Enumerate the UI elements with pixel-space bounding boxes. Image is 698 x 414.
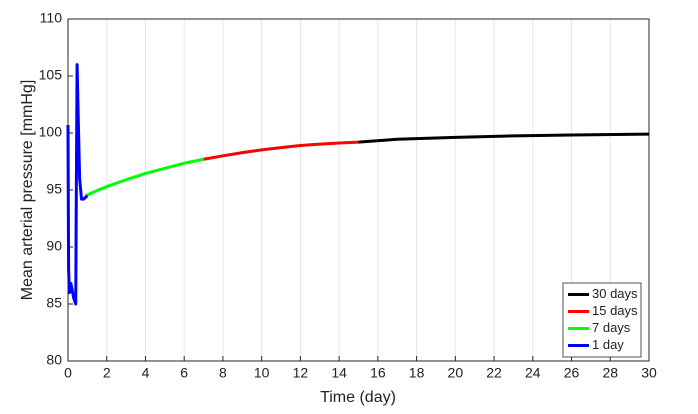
legend-label: 15 days <box>592 303 638 318</box>
y-tick-label: 110 <box>40 10 63 26</box>
x-tick-label: 18 <box>409 365 425 381</box>
x-axis-label: Time (day) <box>320 389 396 406</box>
x-tick-label: 14 <box>331 365 347 381</box>
x-tick-label: 28 <box>602 365 618 381</box>
y-axis-label: Mean arterial pressure [mmHg] <box>19 80 36 301</box>
x-tick-label: 8 <box>219 365 227 381</box>
x-tick-label: 16 <box>370 365 386 381</box>
x-tick-label: 6 <box>180 365 188 381</box>
y-tick-label: 80 <box>46 352 62 368</box>
x-tick-label: 24 <box>525 365 541 381</box>
plot-frame <box>67 18 650 362</box>
y-tick-label: 85 <box>46 295 62 311</box>
x-tick-label: 20 <box>448 365 464 381</box>
x-tick-label: 22 <box>486 365 502 381</box>
line-series <box>358 132 650 144</box>
legend-label: 30 days <box>592 286 638 301</box>
x-tick-label: 4 <box>142 365 150 381</box>
line-series <box>203 140 359 161</box>
y-tick-label: 100 <box>39 124 63 140</box>
x-tick-label: 12 <box>293 365 309 381</box>
y-tick-label: 105 <box>39 67 63 83</box>
y-tick-label: 95 <box>46 181 62 197</box>
y-tick-label: 90 <box>46 238 62 254</box>
x-tick-label: 26 <box>564 365 580 381</box>
x-tick-label: 2 <box>103 365 111 381</box>
x-tick-label: 0 <box>64 365 72 381</box>
x-tick-label: 10 <box>254 365 270 381</box>
legend-label: 1 day <box>592 337 624 352</box>
line-series <box>66 63 89 306</box>
line-series <box>84 157 204 198</box>
legend-label: 7 days <box>592 320 631 335</box>
x-tick-label: 30 <box>641 365 657 381</box>
